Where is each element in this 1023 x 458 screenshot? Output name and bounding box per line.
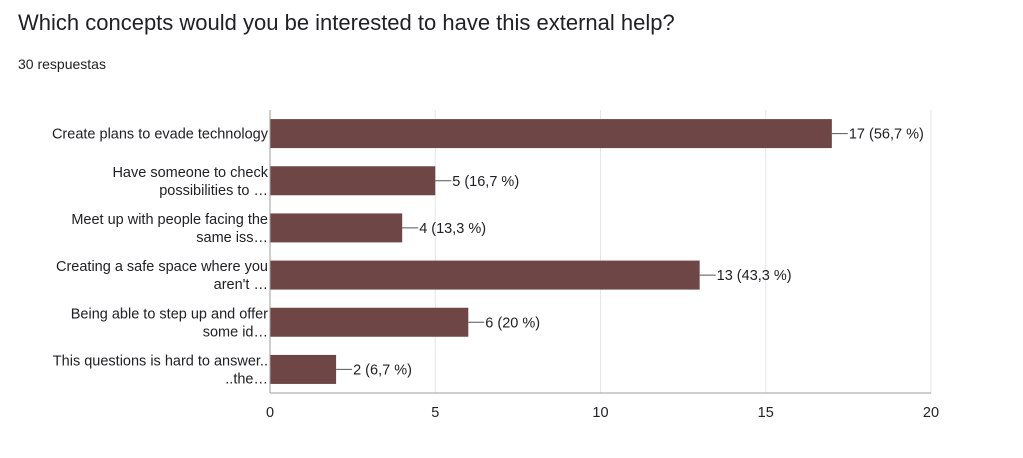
- category-label: some id…: [203, 324, 268, 340]
- x-tick-label: 10: [592, 405, 608, 421]
- data-label: 17 (56,7 %): [849, 127, 924, 143]
- data-label: 2 (6,7 %): [353, 362, 412, 378]
- category-label: same iss…: [196, 230, 268, 246]
- bar: [270, 260, 700, 290]
- category-label: This questions is hard to answer..: [53, 353, 268, 369]
- category-label: possibilities to …: [159, 183, 268, 199]
- category-label: Meet up with people facing the: [71, 212, 268, 228]
- x-tick-label: 5: [431, 405, 439, 421]
- bar: [270, 166, 436, 196]
- data-label: 13 (43,3 %): [717, 268, 792, 284]
- category-label: Create plans to evade technology: [52, 127, 269, 143]
- category-label: Have someone to check: [112, 165, 268, 181]
- data-label: 4 (13,3 %): [419, 221, 486, 237]
- data-label: 6 (20 %): [485, 315, 540, 331]
- category-label: Creating a safe space where you: [56, 259, 268, 275]
- category-label: ..the…: [225, 371, 268, 387]
- data-label: 5 (16,7 %): [452, 174, 519, 190]
- bar: [270, 307, 469, 337]
- bar: [270, 119, 832, 149]
- x-tick-label: 15: [758, 405, 774, 421]
- response-count: 30 respuestas: [18, 56, 106, 72]
- category-label: Being able to step up and offer: [71, 306, 268, 322]
- question-title: Which concepts would you be interested t…: [18, 10, 675, 35]
- x-tick-label: 20: [923, 405, 939, 421]
- category-label: aren't …: [214, 277, 268, 293]
- x-tick-label: 0: [266, 405, 274, 421]
- bar: [270, 354, 337, 384]
- bar: [270, 213, 403, 243]
